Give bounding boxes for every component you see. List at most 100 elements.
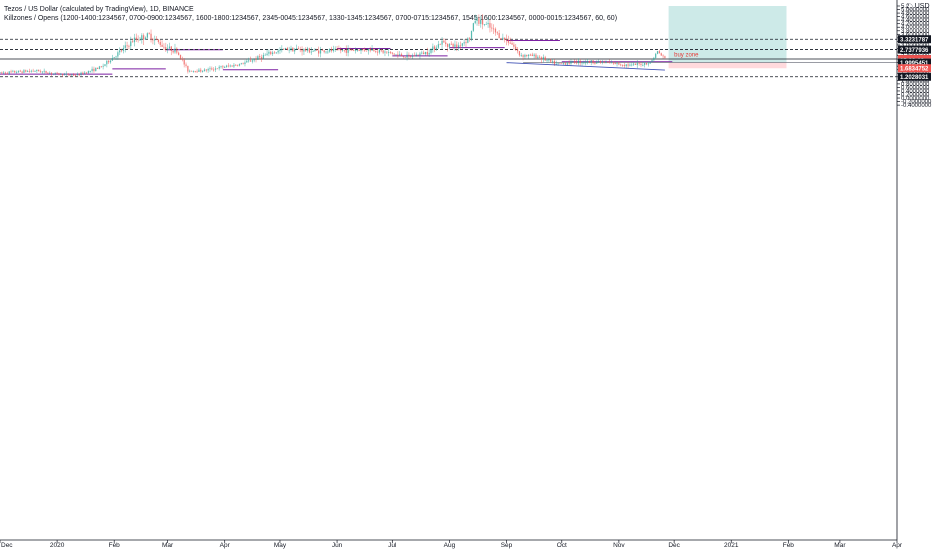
candle-body xyxy=(340,49,342,51)
candle-body xyxy=(529,54,532,56)
price-tags: 3.32317872.73779362.20615271.20280312.20… xyxy=(898,35,931,81)
candle-body xyxy=(264,54,266,56)
candle-body xyxy=(282,48,285,50)
long-position-tool[interactable] xyxy=(668,6,787,69)
candle-body xyxy=(568,63,570,64)
price-axis[interactable]: 5.25.00000004.80000004.60000004.40000004… xyxy=(896,0,932,540)
candle-body xyxy=(45,70,47,73)
candle-body xyxy=(36,69,38,71)
candle-body xyxy=(209,68,211,70)
candle-body xyxy=(446,44,449,47)
candle-body xyxy=(664,56,666,58)
price-tick-label: -0.4000000 xyxy=(901,103,932,109)
candle-body xyxy=(478,18,480,24)
candle-body xyxy=(65,73,67,75)
candle-body xyxy=(441,40,443,45)
currency-label: USD xyxy=(914,3,930,10)
candle-body xyxy=(434,46,436,50)
candle-body xyxy=(338,48,340,50)
candle-body xyxy=(111,58,114,61)
candle-body xyxy=(85,72,88,74)
candle-body xyxy=(131,41,134,43)
candle-body xyxy=(194,70,196,72)
candle-body xyxy=(73,74,75,76)
candle-body xyxy=(76,74,79,76)
candle-body xyxy=(316,49,318,51)
candle-body xyxy=(411,55,414,57)
candle-body xyxy=(52,73,55,75)
time-tick-label: Jun xyxy=(332,542,343,549)
trendline[interactable] xyxy=(506,62,665,71)
currency-selector[interactable]: ◯ USD xyxy=(906,3,930,10)
candle-body xyxy=(465,42,467,43)
candle-body xyxy=(146,33,149,38)
candle-body xyxy=(343,49,346,51)
candle-body xyxy=(351,49,353,51)
candle-body xyxy=(520,55,522,57)
candle-body xyxy=(485,24,487,25)
candle-body xyxy=(421,52,423,54)
candle-body xyxy=(607,61,609,63)
candle-body xyxy=(115,56,117,58)
price-tick-label: 0.2000000 xyxy=(901,93,930,99)
candle-body xyxy=(634,63,637,65)
candle-body xyxy=(561,63,563,65)
candle-body xyxy=(6,73,9,75)
candle-body xyxy=(332,48,335,52)
candle-body xyxy=(384,51,386,53)
candle-body xyxy=(627,64,629,66)
candle-body xyxy=(102,65,104,67)
candle-body xyxy=(362,49,364,50)
candle-body xyxy=(255,59,257,60)
candle-body xyxy=(518,51,521,56)
horizontal-levels[interactable]: buy zone xyxy=(0,38,897,78)
candle-body xyxy=(161,44,163,47)
candle-body xyxy=(502,37,504,40)
candle-body xyxy=(437,44,440,48)
candle-body xyxy=(8,71,10,74)
candle-body xyxy=(69,74,71,76)
candle-body xyxy=(185,64,187,66)
price-tick-label: 4.0000000 xyxy=(901,25,930,31)
candle-body xyxy=(426,51,428,55)
candle-body xyxy=(631,64,633,66)
candle-body xyxy=(166,48,169,50)
candle-body xyxy=(618,62,620,65)
time-tick-label: Mar xyxy=(834,542,846,549)
candle-body xyxy=(133,37,136,43)
candle-body xyxy=(653,57,655,61)
candle-body xyxy=(391,52,393,54)
time-axis[interactable]: Dec 2020 Feb Mar Apr May Jun Jul Aug Sep Oct Nov Dec… xyxy=(0,539,903,549)
price-tag xyxy=(898,35,931,44)
candle-body xyxy=(294,49,296,52)
candle-body xyxy=(54,72,56,74)
candle-body xyxy=(196,71,198,73)
candle-body xyxy=(74,75,77,77)
candle-body xyxy=(80,72,82,76)
candle-body xyxy=(295,48,298,50)
candle-body xyxy=(308,48,311,53)
candle-body xyxy=(612,62,615,64)
candle-body xyxy=(63,74,66,76)
candle-body xyxy=(395,54,397,56)
candle-body xyxy=(43,70,45,72)
candle-body xyxy=(625,64,627,67)
candle-body xyxy=(643,62,646,65)
candle-body xyxy=(71,74,73,76)
candle-body xyxy=(656,51,659,54)
candle-body xyxy=(61,73,64,76)
indicator-legend[interactable]: Killzones / Opens (1200-1400:1234567, 07… xyxy=(4,15,618,22)
candle-body xyxy=(288,49,290,51)
candle-body xyxy=(306,48,309,51)
candle-body xyxy=(21,71,23,73)
price-tag-label: 1.9995451 xyxy=(900,61,929,67)
candle-body xyxy=(610,62,613,64)
candle-body xyxy=(470,30,473,39)
candle-body xyxy=(535,54,537,58)
candle-body xyxy=(500,38,502,40)
candle-body xyxy=(323,50,325,53)
candle-body xyxy=(249,60,252,62)
candle-body xyxy=(527,54,530,57)
candle-body xyxy=(546,59,548,61)
